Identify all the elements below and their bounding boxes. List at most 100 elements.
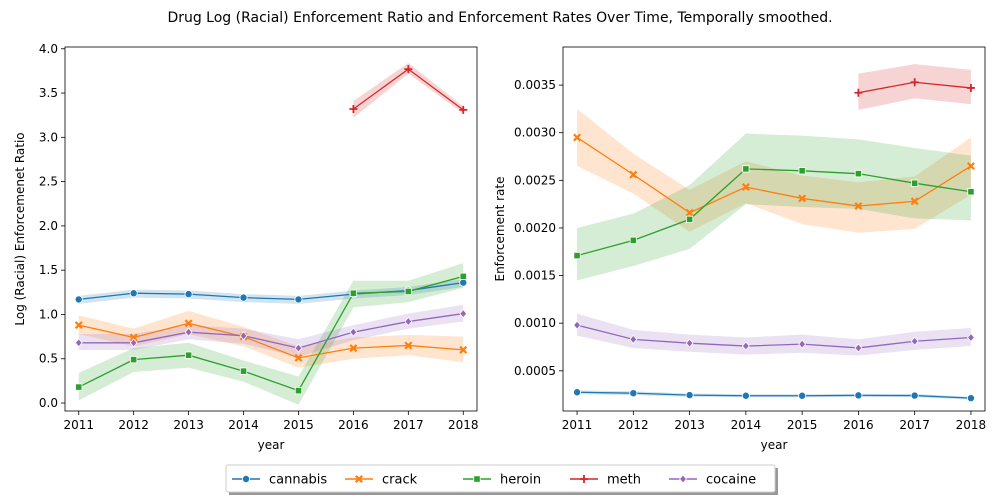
axes-frame	[64, 46, 478, 412]
series-line-heroin	[576, 168, 972, 257]
point-cannabis-2014	[741, 391, 750, 400]
point-cocaine-2017	[910, 336, 919, 346]
band-cannabis	[78, 279, 464, 304]
x-tick-label: 2017	[393, 418, 424, 432]
series-line-crack	[78, 322, 464, 359]
y-tick-label: 4.0	[39, 42, 58, 56]
series-line-cocaine	[576, 324, 971, 349]
legend-marker-heroin	[473, 475, 481, 483]
band-crack	[577, 108, 971, 233]
y-tick-label: 0.0005	[514, 364, 556, 378]
point-heroin-2016	[349, 289, 358, 297]
point-heroin-2017	[404, 287, 412, 296]
point-cannabis-2018	[459, 278, 468, 287]
point-cocaine-2015	[798, 339, 807, 349]
y-tick-label: 0.0025	[514, 173, 556, 187]
point-meth-2016-center	[352, 107, 355, 111]
y-tick-label: 0.0030	[514, 126, 556, 140]
y-tick-label: 2.0	[39, 219, 58, 233]
x-tick-label: 2012	[118, 418, 149, 432]
band-meth	[858, 64, 971, 110]
series-line-crack	[576, 136, 972, 214]
point-heroin-2013	[686, 215, 694, 223]
point-crack-2015	[294, 353, 303, 362]
point-crack-2016	[854, 202, 863, 211]
x-tick-label: 2015	[787, 418, 818, 432]
point-heroin-2011	[75, 383, 83, 391]
point-cannabis-2017	[910, 391, 919, 400]
x-tick-label: 2011	[63, 418, 94, 432]
point-heroin-2018	[459, 272, 467, 280]
point-cocaine-2013	[184, 327, 193, 337]
point-cocaine-2011	[573, 320, 581, 330]
point-cocaine-2016	[854, 343, 863, 353]
point-heroin-2015	[294, 387, 303, 395]
band-cocaine	[78, 304, 464, 357]
point-heroin-2014	[239, 367, 248, 375]
y-axis-label: Log (Racial) Enforcemenet Ratio	[13, 132, 27, 325]
legend-frame	[225, 464, 776, 493]
point-cannabis-2012	[129, 289, 138, 298]
point-crack-2012	[129, 333, 138, 342]
series-line-cannabis	[577, 391, 971, 399]
x-tick-label: 2018	[956, 418, 987, 432]
point-crack-2017	[404, 341, 413, 350]
point-cocaine-2014	[239, 331, 248, 341]
y-tick-label: 1.0	[39, 307, 58, 321]
point-cocaine-2013	[685, 338, 694, 348]
point-heroin-2014	[742, 165, 750, 173]
x-tick-label: 2013	[674, 418, 705, 432]
x-tick-label: 2017	[899, 418, 930, 432]
point-cannabis-2011	[74, 295, 83, 304]
point-cocaine-2018	[967, 332, 975, 343]
legend-marker-meth-center	[582, 477, 586, 481]
y-tick-label: 0.5	[39, 352, 58, 366]
point-cannabis-2018	[966, 394, 975, 403]
axes-frame	[562, 46, 986, 412]
x-tick-label: 2015	[283, 418, 314, 432]
point-crack-2011	[74, 321, 83, 330]
band-meth	[353, 62, 464, 118]
point-meth-2017-center	[407, 67, 410, 71]
band-cannabis	[577, 390, 971, 400]
point-cannabis-2014	[239, 293, 248, 302]
point-meth-2018-center	[969, 86, 973, 90]
legend-label-heroin: heroin	[500, 473, 541, 488]
legend-label-meth: meth	[607, 473, 641, 488]
point-cannabis-2013	[685, 391, 694, 400]
x-tick-label: 2016	[338, 418, 369, 432]
point-crack-2016	[349, 344, 358, 353]
y-tick-label: 0.0035	[514, 78, 556, 92]
y-tick-label: 0.0010	[514, 316, 556, 330]
point-crack-2013	[184, 319, 193, 328]
point-cocaine-2012	[629, 334, 638, 344]
point-crack-2011	[573, 133, 582, 142]
legend-label-crack: crack	[382, 473, 418, 488]
point-cocaine-2016	[349, 327, 358, 337]
band-heroin	[577, 133, 971, 281]
x-tick-label: 2013	[173, 418, 204, 432]
x-tick-label: 2016	[843, 418, 874, 432]
point-crack-2014	[741, 183, 750, 191]
point-cannabis-2015	[294, 295, 303, 304]
point-crack-2012	[629, 170, 638, 179]
y-axis-label: Enforcement rate	[493, 177, 507, 282]
x-axis-label: year	[761, 438, 788, 452]
point-crack-2018	[459, 345, 468, 354]
point-cannabis-2012	[629, 389, 638, 398]
y-tick-label: 3.5	[39, 86, 58, 100]
point-cannabis-2011	[573, 388, 582, 397]
x-tick-label: 2014	[228, 418, 259, 432]
legend-marker-cocaine	[679, 474, 687, 484]
legend-label-cocaine: cocaine	[706, 473, 756, 488]
point-heroin-2015	[798, 167, 806, 175]
band-cocaine	[577, 313, 971, 356]
series-line-cocaine	[78, 312, 464, 349]
point-heroin-2013	[184, 351, 193, 359]
point-cocaine-2012	[129, 338, 138, 348]
point-cocaine-2014	[741, 341, 750, 351]
x-tick-label: 2014	[731, 418, 762, 432]
y-tick-label: 0.0020	[514, 221, 556, 235]
legend-marker-cannabis	[241, 474, 250, 483]
